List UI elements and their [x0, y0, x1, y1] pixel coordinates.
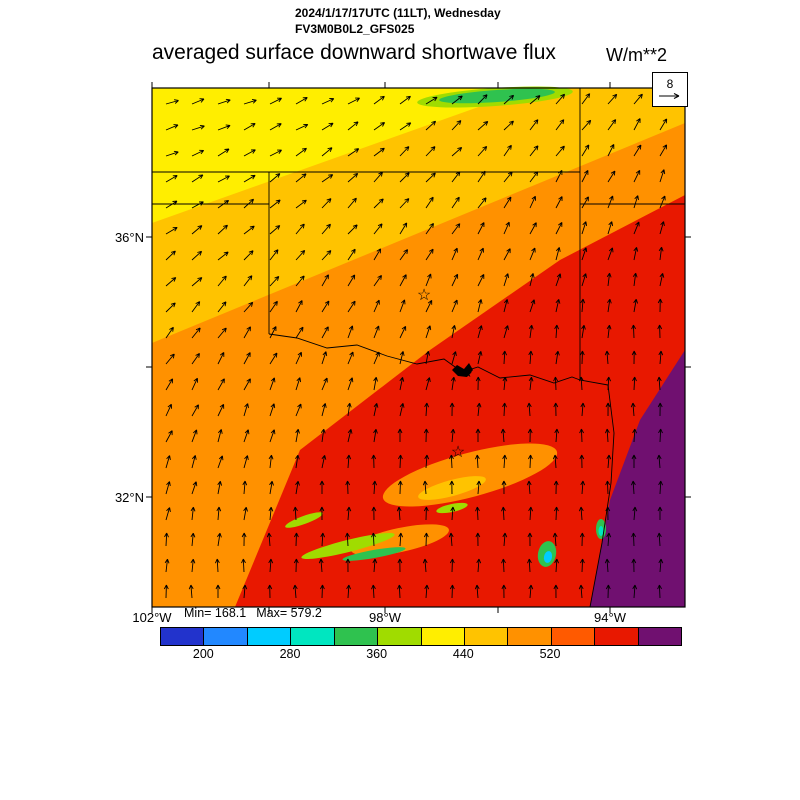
- model-title: FV3M0B0L2_GFS025: [295, 22, 415, 36]
- cloud-low-flux-patch: [598, 526, 604, 536]
- colorbar-tick-label: 280: [279, 647, 301, 661]
- colorbar-tick-label: 360: [366, 647, 388, 661]
- colorbar-segment: [550, 628, 595, 645]
- colorbar-segment: [420, 628, 464, 645]
- colorbar-segment: [377, 628, 421, 645]
- lon-label-94w: 94°W: [594, 610, 626, 625]
- datetime-title: 2024/1/17/17UTC (11LT), Wednesday: [295, 6, 501, 20]
- cloud-low-flux-patch: [342, 547, 406, 561]
- state-borders: [152, 88, 685, 608]
- colorbar-segment: [507, 628, 551, 645]
- map-frame: [151, 87, 686, 608]
- wind-reference-value: 8: [666, 77, 674, 91]
- colorbar-tick-labels: 200 280 360 440 520: [160, 647, 680, 663]
- colorbar: [160, 627, 682, 646]
- colorbar-tick-label: 440: [452, 647, 474, 661]
- minmax-label: Min= 168.1 Max= 579.2: [184, 606, 332, 620]
- cloud-low-flux-patch: [439, 88, 555, 104]
- colorbar-segment: [161, 628, 204, 645]
- star-marker: ★: [464, 369, 473, 380]
- plot-title: averaged surface downward shortwave flux: [152, 41, 556, 64]
- band-purple: [590, 350, 685, 607]
- state-border-line: [589, 384, 615, 608]
- contour-map: ☆ ☆ ★: [146, 82, 691, 613]
- cloud-low-flux-patch: [543, 551, 553, 563]
- min-value-label: Min= 168.1: [184, 606, 247, 620]
- colorbar-segment: [463, 628, 508, 645]
- lat-label-32n: 32°N: [114, 490, 144, 505]
- contour-bands: [152, 86, 685, 607]
- axis-ticks: [146, 82, 691, 613]
- colorbar-tick-label: 520: [539, 647, 561, 661]
- band-yellow: [152, 88, 532, 223]
- colorbar-segment: [203, 628, 247, 645]
- lon-label-102w: 102°W: [132, 610, 172, 625]
- lon-label-98w: 98°W: [369, 610, 401, 625]
- max-value-label: Max= 579.2: [256, 606, 322, 620]
- wind-reference-arrow-icon: [659, 93, 680, 99]
- colorbar-segment: [290, 628, 334, 645]
- colorbar-segment: [246, 628, 291, 645]
- colorbar-segment: [594, 628, 638, 645]
- band-red: [235, 195, 685, 607]
- cloud-low-flux-patch: [285, 512, 323, 528]
- colorbar-tick-label: 200: [192, 647, 214, 661]
- wind-arrows: [163, 92, 668, 599]
- lat-label-36n: 36°N: [114, 230, 144, 245]
- colorbar-segment: [637, 628, 682, 645]
- lake-marker: [452, 363, 473, 377]
- star-marker: ☆: [417, 287, 431, 304]
- star-marker: ☆: [451, 444, 465, 461]
- colorbar-segment: [333, 628, 378, 645]
- units-label: W/m**2: [606, 45, 668, 65]
- wind-reference-box: 8: [652, 72, 688, 107]
